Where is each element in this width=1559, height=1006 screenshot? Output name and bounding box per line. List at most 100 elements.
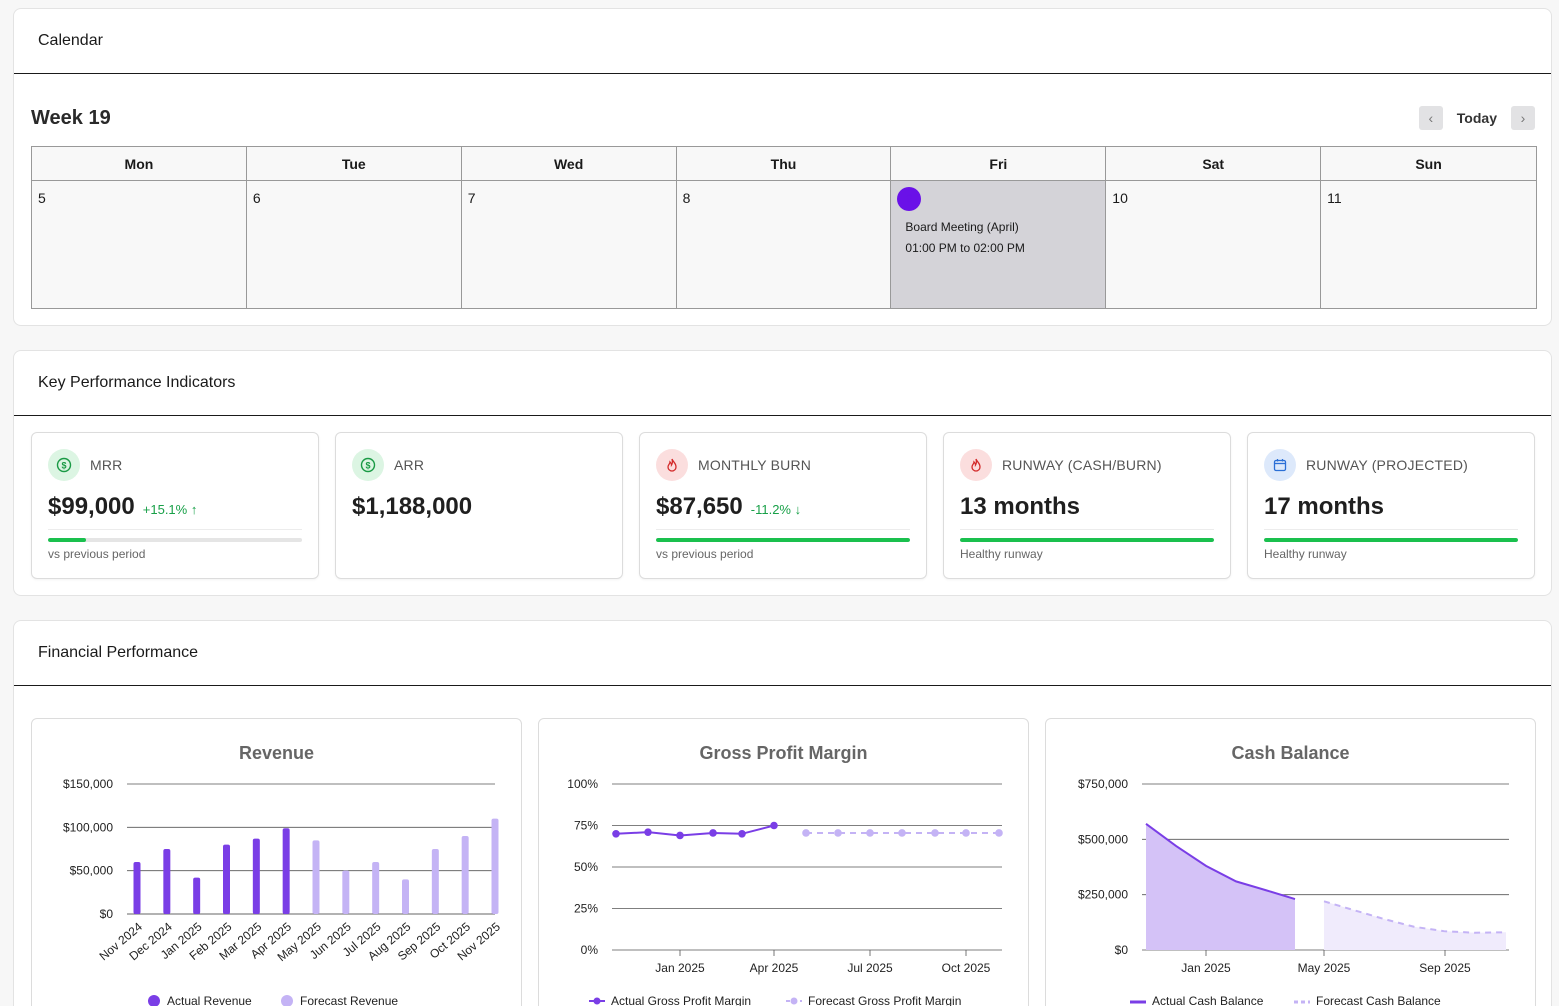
legend-marker-forecast-dot xyxy=(790,997,798,1005)
kpi-label: ARR xyxy=(394,457,425,473)
kpi-change: +15.1% ↑ xyxy=(142,502,198,517)
financial-section-title: Financial Performance xyxy=(38,644,199,661)
legend-label: Actual Revenue xyxy=(167,994,252,1006)
actual-margin-point xyxy=(770,821,778,830)
actual-revenue-bar xyxy=(193,877,201,914)
x-tick-label: Oct 2025 xyxy=(942,961,991,975)
day-cell-wed[interactable]: 7 xyxy=(461,181,677,308)
day-cell-sat[interactable]: 10 xyxy=(1106,181,1322,308)
kpi-arr: $ ARR $1,188,000 xyxy=(335,432,623,579)
forecast-cash-line xyxy=(1323,900,1507,934)
calendar-icon xyxy=(1264,449,1296,481)
kpi-note: Healthy runway xyxy=(960,547,1043,561)
y-tick-label: $50,000 xyxy=(70,864,114,878)
legend-label: Forecast Gross Profit Margin xyxy=(808,994,961,1006)
kpi-note: vs previous period xyxy=(48,547,146,561)
y-tick-label: $0 xyxy=(100,907,114,921)
chevron-right-icon: › xyxy=(1520,110,1526,126)
y-tick-label: 0% xyxy=(581,943,599,957)
y-tick-label: $250,000 xyxy=(1078,888,1128,902)
cash-balance-chart-svg: $750,000 $500,000 $250,000 $0 Jan 2025 May 20… xyxy=(1078,777,1509,1006)
financial-card: Financial Performance Revenue $150,000 $1… xyxy=(13,620,1552,1006)
event-title: Board Meeting (April) xyxy=(905,220,1019,234)
y-tick-label: $0 xyxy=(1115,943,1129,957)
legend-marker-actual xyxy=(148,995,160,1006)
forecast-revenue-bar xyxy=(312,840,320,914)
kpi-runway-cash-burn: RUNWAY (CASH/BURN) 13 months Healthy run… xyxy=(943,432,1231,579)
forecast-revenue-bar xyxy=(461,836,469,914)
day-header-sun: Sun xyxy=(1321,147,1536,181)
day-header-thu: Thu xyxy=(676,147,892,181)
prev-week-button[interactable]: ‹ xyxy=(1418,106,1443,130)
revenue-chart: Revenue $150,000 $100,000 $50,000 $0 Nov 202… xyxy=(31,718,522,1006)
kpi-label: RUNWAY (CASH/BURN) xyxy=(1002,457,1162,473)
day-cell-thu[interactable]: 8 xyxy=(676,181,892,308)
day-number: 6 xyxy=(252,190,261,206)
calendar-event[interactable]: Board Meeting (April) 01:00 PM to 02:00 … xyxy=(897,220,1099,255)
day-header-mon: Mon xyxy=(32,147,247,181)
legend-label: Actual Gross Profit Margin xyxy=(611,994,751,1006)
forecast-revenue-bar xyxy=(342,870,350,914)
kpi-note: Healthy runway xyxy=(1264,547,1347,561)
forecast-revenue-bar xyxy=(372,862,380,914)
day-cell-tue[interactable]: 6 xyxy=(246,181,462,308)
forecast-margin-point xyxy=(962,829,970,837)
actual-margin-line xyxy=(615,824,775,837)
x-tick-label: Jan 2025 xyxy=(1181,961,1231,975)
calendar-title: Calendar xyxy=(38,32,103,49)
today-button[interactable]: Today xyxy=(1456,110,1497,126)
forecast-margin-point xyxy=(834,829,842,837)
y-tick-label: 100% xyxy=(567,777,598,791)
day-cell-fri[interactable]: 9 Board Meeting (April) 01:00 PM to 02:0… xyxy=(891,181,1107,308)
actual-cash-area xyxy=(1146,823,1295,950)
kpi-value: $99,000 xyxy=(48,493,135,520)
actual-margin-point xyxy=(738,830,746,838)
actual-margin-point xyxy=(676,831,684,840)
day-cell-mon[interactable]: 5 xyxy=(32,181,247,308)
kpi-list: $ MRR $99,000 +15.1% ↑ vs previous perio… xyxy=(31,432,1535,579)
chevron-left-icon: ‹ xyxy=(1428,110,1434,126)
kpi-change: -11.2% ↓ xyxy=(750,502,802,517)
flame-icon xyxy=(960,449,992,481)
forecast-margin-point xyxy=(866,829,874,837)
kpi-note: vs previous period xyxy=(656,547,754,561)
day-header-fri: Fri xyxy=(891,147,1107,181)
week-toolbar: Week 19 ‹ Today › xyxy=(31,105,1535,131)
y-tick-label: $150,000 xyxy=(63,777,113,791)
kpi-progress-bar xyxy=(960,538,1214,542)
kpi-progress-bar xyxy=(656,538,910,542)
chart-title: Cash Balance xyxy=(1231,743,1350,763)
day-number: 8 xyxy=(682,190,691,206)
day-number: 5 xyxy=(38,190,46,206)
day-cell-sun[interactable]: 11 xyxy=(1321,181,1536,308)
next-week-button[interactable]: › xyxy=(1511,106,1535,130)
legend-marker-forecast xyxy=(281,995,293,1006)
day-number: 11 xyxy=(1327,190,1342,206)
forecast-margin-point xyxy=(995,829,1003,837)
calendar-header: Calendar xyxy=(14,9,1551,74)
kpi-header: Key Performance Indicators xyxy=(14,351,1551,416)
forecast-revenue-bar xyxy=(431,849,439,914)
kpi-value: 17 months xyxy=(1264,493,1385,520)
dollar-icon: $ xyxy=(352,449,384,481)
y-tick-label: 25% xyxy=(574,902,598,916)
week-nav: ‹ Today › xyxy=(1418,106,1535,130)
forecast-cash-area xyxy=(1324,901,1506,950)
event-time: 01:00 PM to 02:00 PM xyxy=(905,241,1025,255)
actual-margin-point xyxy=(612,830,620,838)
cash-balance-chart: Cash Balance $750,000 $500,000 $250,000 $0 J… xyxy=(1045,718,1536,1006)
y-tick-label: $100,000 xyxy=(63,820,113,834)
week-grid: Mon Tue Wed Thu Fri Sat Sun 5 6 7 8 9 Bo… xyxy=(31,146,1537,309)
legend-label: Actual Cash Balance xyxy=(1152,994,1264,1006)
forecast-margin-point xyxy=(898,829,906,837)
legend-label: Forecast Cash Balance xyxy=(1316,994,1441,1006)
svg-text:$: $ xyxy=(61,460,66,470)
week-label: Week 19 xyxy=(31,106,111,129)
day-header-wed: Wed xyxy=(461,147,677,181)
gross-margin-chart-svg: 100% 75% 50% 25% 0% Jan 2025 Apr 2025 Jul 2025 O… xyxy=(567,777,1003,1006)
svg-text:$: $ xyxy=(365,460,370,470)
calendar-card: Calendar Week 19 ‹ Today › Mon Tue Wed T… xyxy=(13,8,1552,326)
y-tick-label: 75% xyxy=(574,819,598,833)
actual-cash-line xyxy=(1145,823,1296,901)
